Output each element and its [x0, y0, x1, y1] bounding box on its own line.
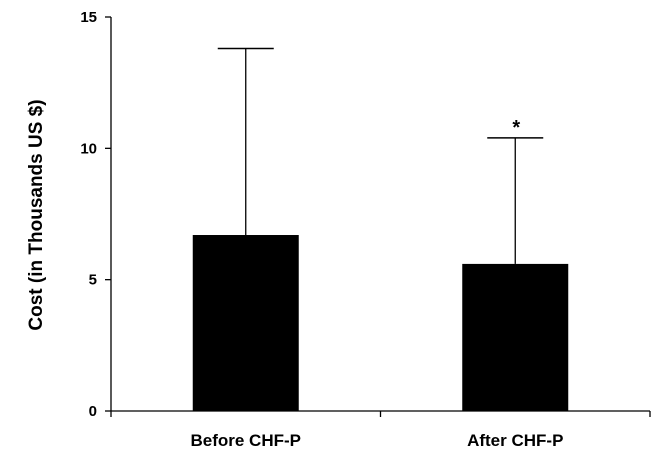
- y-tick-label: 5: [89, 272, 97, 289]
- bar: [462, 263, 569, 411]
- y-tick-label: 0: [89, 403, 97, 420]
- y-tick-label: 15: [80, 9, 97, 26]
- x-tick-label: Before CHF-P: [190, 431, 301, 450]
- y-tick-label: 10: [80, 140, 97, 157]
- y-axis-title: Cost (in Thousands US $): [26, 99, 47, 330]
- x-tick-label: After CHF-P: [467, 431, 563, 450]
- bar: [192, 235, 299, 411]
- labels: 0 5 10 15 Before CHF-P * After CHF-P: [80, 9, 563, 450]
- bars: [192, 47, 569, 411]
- significance-marker: *: [512, 117, 520, 139]
